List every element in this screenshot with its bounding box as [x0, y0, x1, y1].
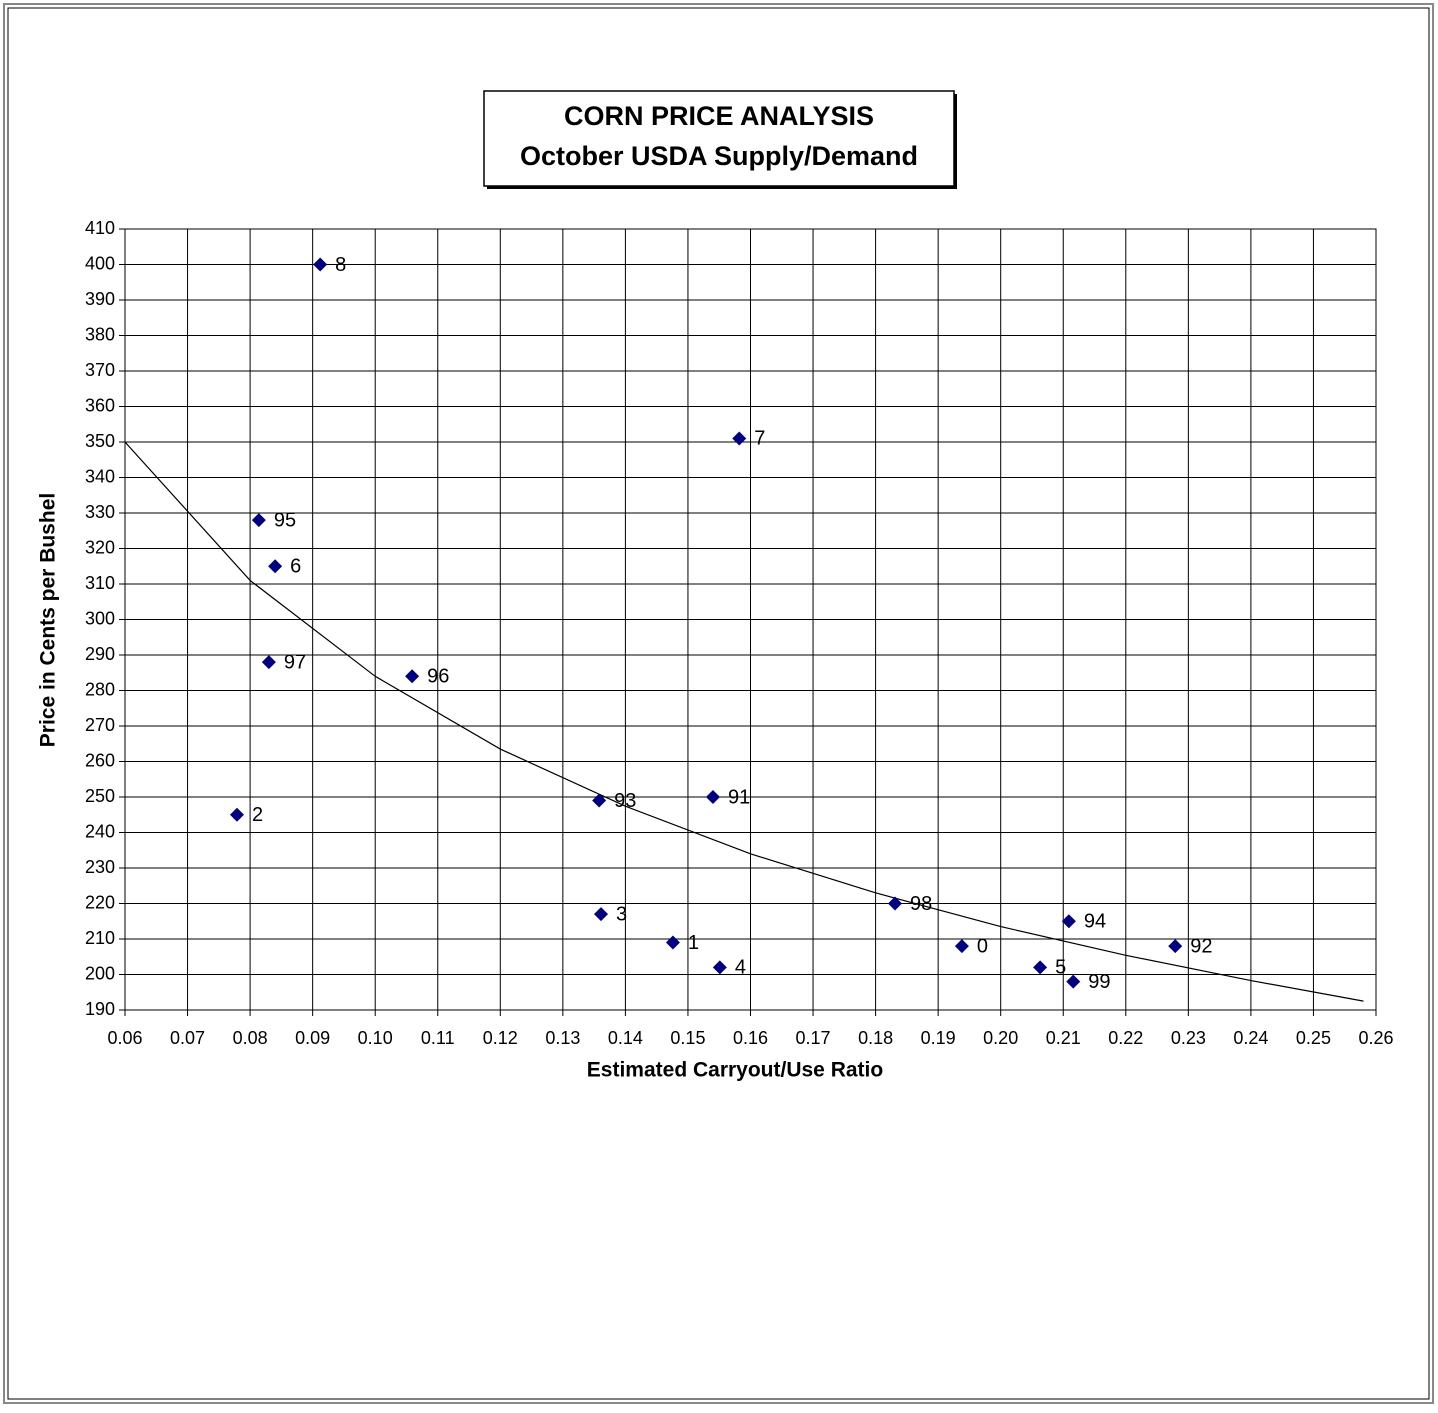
point-label: 2 [252, 804, 263, 826]
chart-title: CORN PRICE ANALYSIS [564, 101, 874, 131]
point-label: 99 [1088, 971, 1110, 993]
point-label: 7 [754, 428, 765, 450]
y-tick-label: 280 [85, 679, 115, 699]
data-point [405, 669, 420, 684]
x-tick-label: 0.17 [796, 1028, 831, 1048]
y-tick-label: 250 [85, 786, 115, 806]
data-point [594, 907, 609, 922]
x-tick-label: 0.21 [1046, 1028, 1081, 1048]
y-tick-label: 410 [85, 218, 115, 238]
point-label: 6 [290, 556, 301, 578]
x-tick-label: 0.22 [1108, 1028, 1143, 1048]
y-tick-label: 400 [85, 253, 115, 273]
data-point [313, 257, 328, 272]
point-label: 96 [427, 666, 449, 688]
y-tick-label: 190 [85, 999, 115, 1019]
data-point [268, 559, 283, 574]
x-tick-label: 0.24 [1233, 1028, 1268, 1048]
y-axis-title: Price in Cents per Bushel [37, 493, 60, 747]
y-tick-label: 200 [85, 963, 115, 983]
data-point [261, 655, 276, 670]
point-label: 97 [284, 651, 306, 673]
point-label: 5 [1055, 957, 1066, 979]
x-tick-label: 0.19 [921, 1028, 956, 1048]
x-tick-label: 0.20 [983, 1028, 1018, 1048]
y-tick-label: 330 [85, 502, 115, 522]
point-label: 92 [1190, 935, 1212, 957]
y-tick-label: 210 [85, 928, 115, 948]
inner-frame [7, 7, 1430, 1400]
title-box [483, 90, 955, 187]
x-tick-label: 0.06 [107, 1028, 142, 1048]
y-tick-label: 370 [85, 360, 115, 380]
chart-subtitle: October USDA Supply/Demand [520, 141, 918, 171]
point-label: 1 [688, 932, 699, 954]
data-point [732, 431, 747, 446]
point-label: 93 [614, 790, 636, 812]
y-tick-label: 360 [85, 395, 115, 415]
y-tick-label: 240 [85, 821, 115, 841]
point-label: 95 [274, 509, 296, 531]
x-axis-title: Estimated Carryout/Use Ratio [587, 1059, 883, 1082]
trendline [124, 441, 1364, 1002]
x-tick-label: 0.08 [233, 1028, 268, 1048]
point-label: 0 [977, 935, 988, 957]
point-label: 8 [335, 254, 346, 276]
y-tick-label: 220 [85, 892, 115, 912]
y-tick-label: 380 [85, 324, 115, 344]
x-tick-label: 0.25 [1296, 1028, 1331, 1048]
y-tick-label: 340 [85, 466, 115, 486]
x-tick-label: 0.12 [483, 1028, 518, 1048]
x-tick-label: 0.09 [295, 1028, 330, 1048]
data-point [1066, 974, 1081, 989]
y-tick-label: 350 [85, 431, 115, 451]
point-label: 94 [1084, 911, 1106, 933]
point-label: 98 [910, 893, 932, 915]
x-tick-label: 0.07 [170, 1028, 205, 1048]
data-point [1033, 960, 1048, 975]
data-point [665, 935, 680, 950]
x-tick-label: 0.11 [421, 1028, 455, 1048]
y-tick-label: 260 [85, 750, 115, 770]
x-tick-label: 0.15 [670, 1028, 705, 1048]
data-point [229, 807, 244, 822]
x-tick-label: 0.13 [545, 1028, 580, 1048]
x-tick-label: 0.14 [608, 1028, 643, 1048]
x-tick-label: 0.10 [358, 1028, 393, 1048]
data-point [705, 790, 720, 804]
y-tick-label: 270 [85, 715, 115, 735]
x-tick-label: 0.18 [858, 1028, 893, 1048]
data-point [592, 793, 607, 808]
point-label: 4 [735, 957, 746, 979]
data-point [712, 960, 727, 975]
x-tick-label: 0.16 [733, 1028, 768, 1048]
outer-frame [3, 3, 1434, 1404]
x-tick-label: 0.23 [1171, 1028, 1206, 1048]
y-tick-label: 290 [85, 644, 115, 664]
data-point [1061, 914, 1076, 929]
point-label: 91 [728, 786, 750, 808]
y-tick-label: 230 [85, 857, 115, 877]
y-tick-label: 310 [85, 573, 115, 593]
y-tick-label: 320 [85, 537, 115, 557]
data-point [251, 513, 266, 528]
y-tick-label: 300 [85, 608, 115, 628]
point-label: 3 [616, 903, 627, 925]
data-point [887, 896, 902, 911]
data-point [1168, 939, 1183, 954]
x-tick-label: 0.26 [1358, 1028, 1393, 1048]
data-point [954, 939, 969, 954]
y-tick-label: 390 [85, 289, 115, 309]
